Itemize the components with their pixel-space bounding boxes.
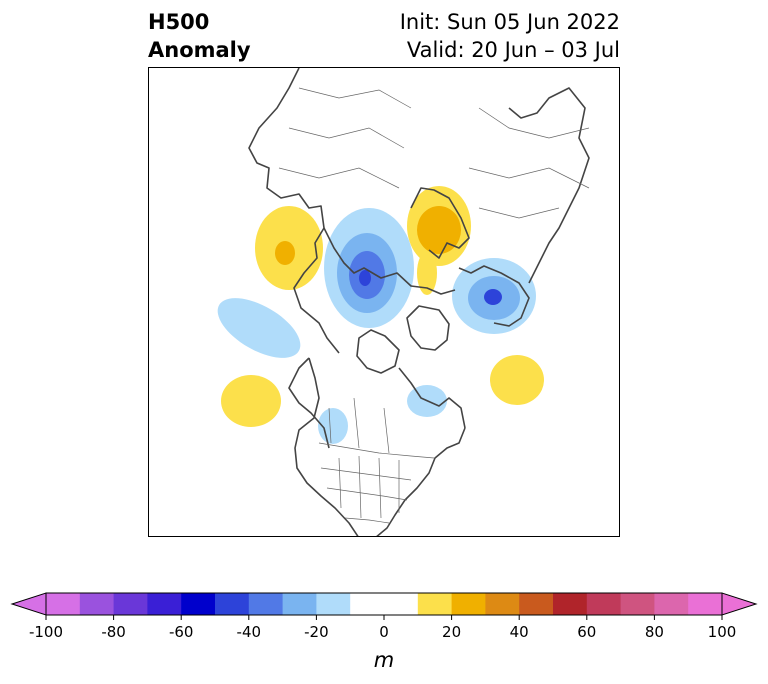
- colorbar-tick-label: 40: [510, 623, 529, 641]
- map-panel: [148, 67, 620, 537]
- colorbar-swatch: [79, 593, 115, 615]
- coast-scandinavia: [410, 187, 470, 259]
- border-asia-1: [478, 107, 590, 139]
- coast-east-asia: [288, 357, 330, 449]
- anomaly-positive-north-pacific: [221, 375, 281, 427]
- colorbar-swatches: [10, 592, 758, 616]
- colorbar-tick-label: -20: [304, 623, 329, 641]
- border-asia-2: [468, 167, 590, 189]
- coast-arctic-canada: [356, 329, 400, 374]
- colorbar-swatch: [485, 593, 520, 615]
- colorbar-swatch: [384, 593, 419, 615]
- colorbar: -100 -80 -60 -40 -20 0 20 40 60 80 100 m: [0, 585, 768, 675]
- border-europe-2: [288, 127, 405, 149]
- colorbar-swatch: [553, 593, 588, 615]
- border-canada-us: [318, 442, 435, 459]
- colorbar-swatch: [215, 593, 250, 615]
- coast-na-west: [294, 357, 359, 536]
- colorbar-ticks: -100 -80 -60 -40 -20 0 20 40 60 80 100: [29, 615, 736, 641]
- colorbar-tick-label: 80: [645, 623, 664, 641]
- border-us-states-2: [326, 487, 408, 501]
- colorbar-extend-over: [721, 592, 758, 616]
- title-subtitle: Anomaly: [148, 38, 251, 62]
- colorbar-tick-label: 0: [379, 623, 389, 641]
- anomaly-positive-northeast-siberia-tail: [417, 251, 437, 295]
- anomaly-negative-alaska-core: [484, 289, 502, 305]
- colorbar-swatch: [248, 593, 284, 615]
- border-europe-1: [298, 87, 412, 109]
- colorbar-swatch: [688, 593, 723, 615]
- colorbar-swatch: [181, 593, 216, 615]
- anomaly-layer: [217, 186, 544, 444]
- border-europe-3: [278, 167, 400, 189]
- colorbar-tick-label: -60: [169, 623, 194, 641]
- anomaly-negative-central-siberia-peak: [359, 270, 371, 286]
- colorbar-tick-label: -100: [29, 623, 63, 641]
- coast-bering: [458, 265, 530, 327]
- title-left: H500 Anomaly: [148, 8, 251, 64]
- coast-europe: [248, 68, 340, 354]
- anomaly-positive-west-russia-core: [275, 241, 295, 265]
- title-variable: H500: [148, 10, 210, 34]
- colorbar-tick-label: 20: [442, 623, 461, 641]
- coast-na-east: [376, 427, 466, 536]
- anomaly-negative-east-asia: [217, 298, 301, 358]
- border-us-states-1: [320, 467, 412, 481]
- borders: [278, 87, 590, 524]
- colorbar-swatch: [654, 593, 689, 615]
- coast-siberia: [323, 227, 456, 295]
- border-canada-prov: [328, 397, 390, 454]
- colorbar-swatch: [113, 593, 148, 615]
- title-right: Init: Sun 05 Jun 2022 Valid: 20 Jun – 03…: [400, 8, 620, 64]
- border-us-states-3: [338, 455, 400, 519]
- colorbar-swatch: [350, 593, 385, 615]
- colorbar-swatch: [417, 593, 453, 615]
- border-asia-3: [478, 207, 560, 219]
- coast-asia-right: [508, 87, 590, 284]
- map-canvas: [217, 68, 590, 536]
- anomaly-positive-north-atlantic: [490, 355, 544, 405]
- colorbar-canvas: -100 -80 -60 -40 -20 0 20 40 60 80 100 m: [10, 592, 758, 672]
- colorbar-swatch: [451, 593, 486, 615]
- valid-range: Valid: 20 Jun – 03 Jul: [406, 38, 620, 62]
- coastlines: [248, 68, 590, 536]
- colorbar-swatch: [282, 593, 317, 615]
- colorbar-extend-under: [10, 592, 47, 616]
- colorbar-tick-label: -40: [237, 623, 262, 641]
- colorbar-tick-label: 100: [708, 623, 737, 641]
- init-date: Init: Sun 05 Jun 2022: [399, 10, 620, 34]
- colorbar-swatch: [519, 593, 554, 615]
- border-mexico: [344, 517, 390, 524]
- anomaly-positive-northeast-siberia-core: [417, 206, 461, 254]
- coast-hudson: [398, 367, 466, 429]
- colorbar-swatch: [147, 593, 182, 615]
- colorbar-tick-label: -80: [101, 623, 126, 641]
- colorbar-swatch: [46, 593, 81, 615]
- colorbar-tick-label: 60: [577, 623, 596, 641]
- coast-greenland: [406, 305, 450, 351]
- colorbar-unit-label: m: [374, 648, 394, 672]
- colorbar-swatch: [316, 593, 351, 615]
- colorbar-swatch: [620, 593, 655, 615]
- colorbar-swatch: [586, 593, 622, 615]
